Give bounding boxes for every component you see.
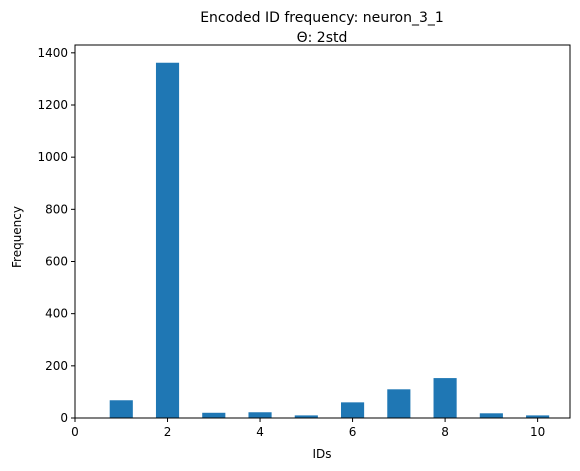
y-axis-ticks: 0 200 400 600 800 1000 1200 1400	[37, 46, 75, 425]
x-axis-ticks: 0 2 4 6 8 10	[71, 418, 545, 439]
x-tick-label-0: 0	[71, 425, 79, 439]
bar-id-1	[109, 400, 133, 418]
x-tick-label-8: 8	[441, 425, 449, 439]
bar-id-5	[294, 415, 318, 418]
bar-id-9	[479, 413, 503, 418]
y-axis-label: Frequency	[10, 206, 24, 268]
x-tick-label-10: 10	[530, 425, 545, 439]
x-tick-label-2: 2	[164, 425, 172, 439]
y-tick-label-800: 800	[45, 202, 68, 216]
bars-group	[109, 62, 550, 419]
x-tick-label-4: 4	[256, 425, 264, 439]
bar-id-10	[526, 415, 550, 418]
y-tick-label-1200: 1200	[37, 98, 68, 112]
y-tick-label-200: 200	[45, 359, 68, 373]
bar-id-8	[433, 378, 457, 418]
bar-id-6	[341, 402, 365, 418]
bar-id-7	[387, 389, 411, 418]
bar-id-4	[248, 412, 272, 418]
x-axis-label: IDs	[312, 447, 331, 461]
y-tick-label-0: 0	[60, 411, 68, 425]
bar-id-3	[202, 412, 226, 418]
y-tick-label-400: 400	[45, 307, 68, 321]
y-tick-label-1400: 1400	[37, 46, 68, 60]
chart-title: Encoded ID frequency: neuron_3_1	[200, 10, 444, 26]
y-tick-label-600: 600	[45, 254, 68, 268]
bar-id-2	[155, 62, 180, 419]
chart-subtitle: Θ: 2std	[297, 30, 348, 46]
plot-frame	[74, 44, 571, 419]
y-tick-label-1000: 1000	[37, 150, 68, 164]
x-tick-label-6: 6	[349, 425, 357, 439]
